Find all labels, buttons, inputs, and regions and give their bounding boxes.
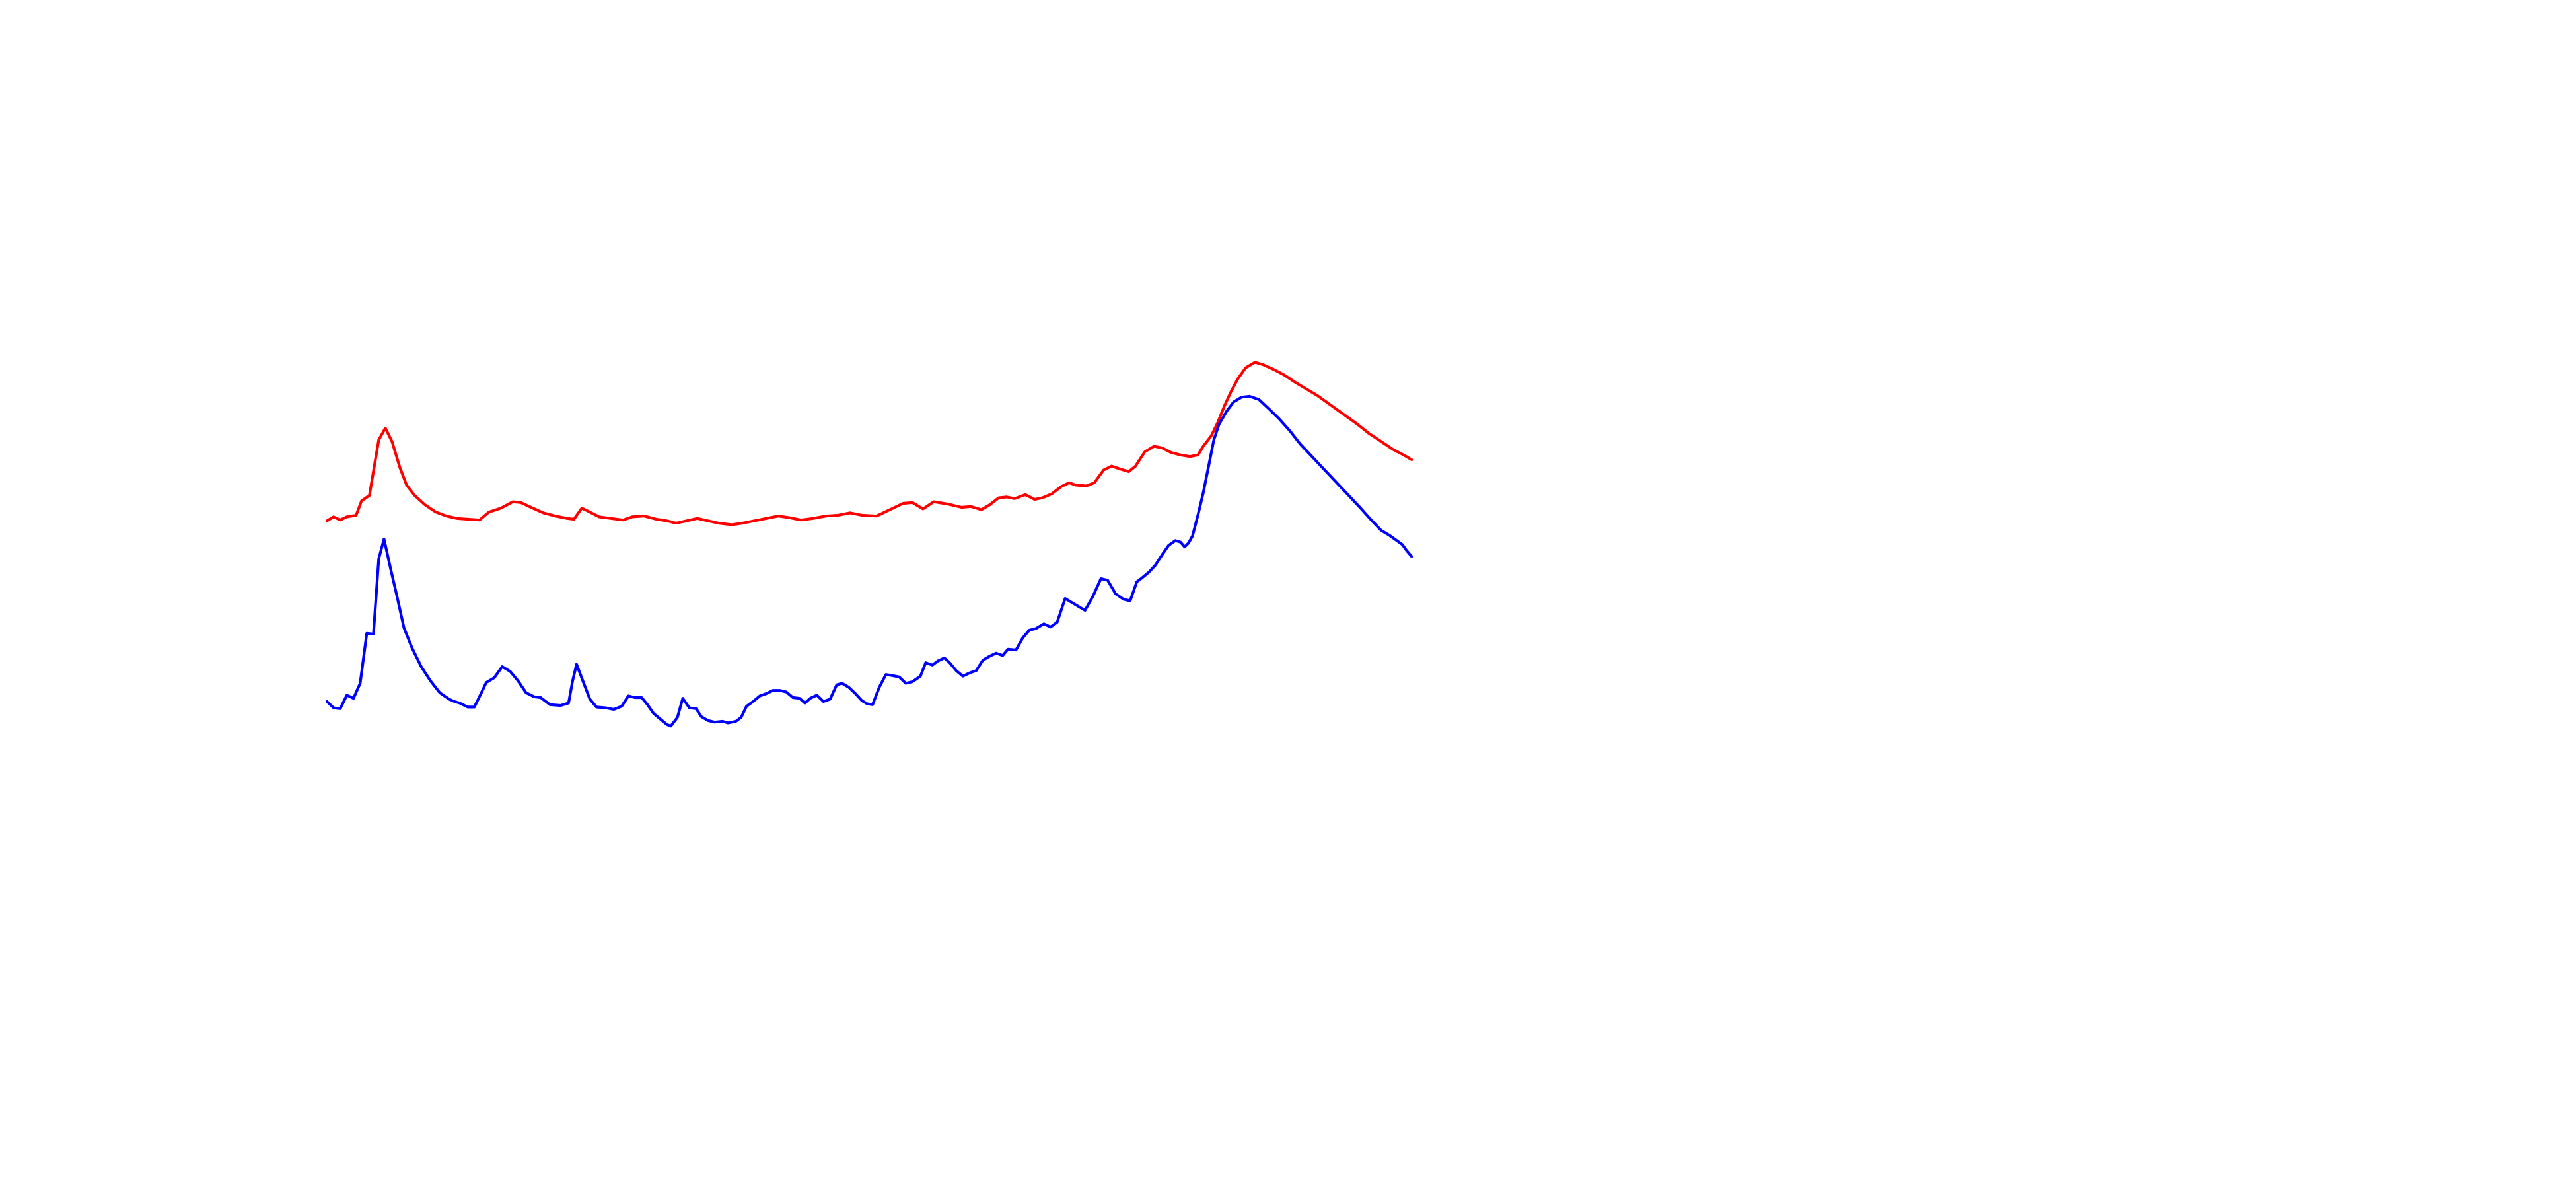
series-line-2 <box>325 394 1413 728</box>
series-layer <box>325 361 1413 728</box>
series-line-1 <box>325 361 1413 526</box>
